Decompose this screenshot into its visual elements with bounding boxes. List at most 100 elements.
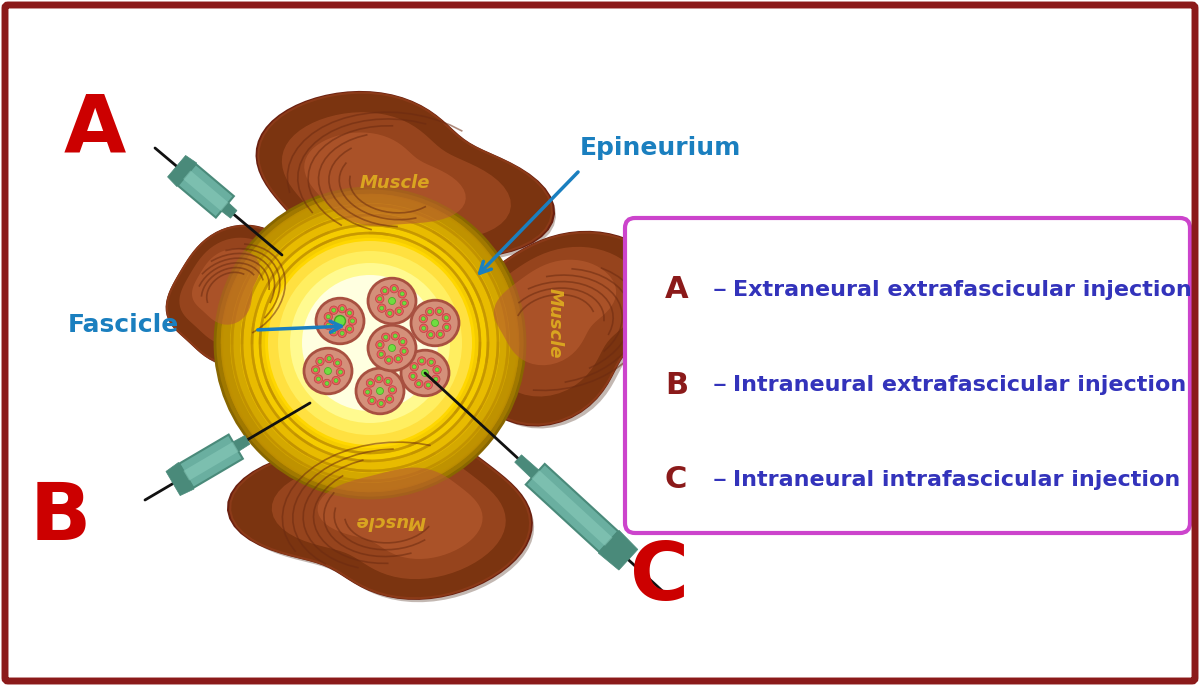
- Circle shape: [252, 225, 488, 461]
- Circle shape: [215, 188, 526, 498]
- Circle shape: [268, 241, 472, 445]
- Circle shape: [383, 289, 386, 293]
- Circle shape: [366, 390, 370, 394]
- Polygon shape: [272, 449, 505, 579]
- Circle shape: [377, 399, 385, 407]
- Ellipse shape: [368, 325, 416, 371]
- Circle shape: [348, 327, 352, 331]
- Circle shape: [376, 340, 384, 349]
- Circle shape: [432, 320, 438, 327]
- Circle shape: [350, 319, 354, 323]
- Circle shape: [278, 251, 462, 435]
- Circle shape: [436, 368, 439, 372]
- Circle shape: [367, 397, 376, 405]
- Polygon shape: [168, 156, 197, 187]
- Circle shape: [400, 299, 408, 307]
- Circle shape: [391, 332, 400, 340]
- Circle shape: [394, 355, 402, 363]
- Circle shape: [222, 195, 518, 491]
- Circle shape: [389, 298, 396, 305]
- Circle shape: [397, 309, 401, 314]
- Circle shape: [420, 359, 424, 363]
- Circle shape: [401, 292, 404, 296]
- Circle shape: [240, 213, 500, 473]
- Circle shape: [379, 352, 383, 356]
- Circle shape: [374, 375, 383, 383]
- Text: B: B: [665, 370, 688, 399]
- Polygon shape: [184, 442, 239, 481]
- Circle shape: [311, 366, 319, 374]
- Circle shape: [444, 316, 449, 320]
- Circle shape: [346, 325, 354, 333]
- Circle shape: [338, 329, 347, 338]
- Polygon shape: [179, 237, 276, 345]
- Circle shape: [400, 347, 408, 355]
- Circle shape: [432, 375, 440, 383]
- Circle shape: [378, 304, 386, 312]
- Text: –: –: [713, 466, 727, 494]
- Circle shape: [418, 357, 426, 365]
- Polygon shape: [446, 233, 670, 425]
- Polygon shape: [445, 230, 672, 427]
- Circle shape: [436, 307, 444, 316]
- Polygon shape: [526, 464, 618, 552]
- Circle shape: [338, 305, 347, 313]
- Circle shape: [336, 361, 340, 365]
- Circle shape: [330, 306, 338, 314]
- Circle shape: [398, 338, 407, 346]
- Ellipse shape: [304, 348, 352, 394]
- Circle shape: [427, 358, 436, 366]
- Circle shape: [384, 356, 392, 364]
- Circle shape: [421, 327, 426, 330]
- Circle shape: [384, 377, 392, 386]
- Circle shape: [437, 309, 442, 314]
- Circle shape: [410, 375, 415, 378]
- Text: C: C: [630, 539, 690, 617]
- Circle shape: [434, 377, 438, 381]
- Circle shape: [230, 203, 510, 483]
- Circle shape: [385, 309, 394, 318]
- Circle shape: [317, 377, 320, 381]
- Circle shape: [390, 388, 395, 392]
- Circle shape: [340, 307, 344, 311]
- Text: A: A: [64, 91, 126, 169]
- Circle shape: [386, 358, 391, 362]
- Circle shape: [430, 360, 433, 364]
- Circle shape: [389, 386, 397, 394]
- Circle shape: [445, 325, 449, 329]
- Circle shape: [443, 323, 451, 331]
- Circle shape: [326, 323, 330, 327]
- Circle shape: [313, 368, 318, 372]
- Text: Intraneural extrafascicular injection: Intraneural extrafascicular injection: [733, 375, 1187, 395]
- Circle shape: [442, 314, 450, 322]
- Text: Muscle: Muscle: [360, 174, 431, 192]
- Circle shape: [325, 355, 334, 363]
- FancyBboxPatch shape: [625, 218, 1190, 533]
- Polygon shape: [318, 468, 482, 559]
- Circle shape: [402, 349, 406, 353]
- Polygon shape: [170, 230, 294, 368]
- Circle shape: [426, 307, 434, 316]
- Circle shape: [379, 306, 384, 310]
- Circle shape: [433, 366, 442, 374]
- Circle shape: [346, 309, 354, 317]
- Circle shape: [330, 328, 338, 336]
- Polygon shape: [256, 91, 556, 263]
- Circle shape: [290, 263, 450, 423]
- Circle shape: [390, 285, 398, 293]
- Circle shape: [388, 311, 392, 316]
- Ellipse shape: [316, 298, 364, 344]
- Circle shape: [392, 287, 396, 291]
- Polygon shape: [494, 260, 616, 365]
- Circle shape: [378, 297, 382, 301]
- Circle shape: [388, 397, 391, 401]
- Circle shape: [377, 350, 385, 359]
- Circle shape: [348, 317, 356, 325]
- Circle shape: [336, 368, 344, 377]
- Ellipse shape: [368, 279, 416, 324]
- Polygon shape: [470, 247, 643, 397]
- Circle shape: [414, 379, 422, 388]
- Circle shape: [265, 238, 475, 448]
- Circle shape: [436, 330, 444, 338]
- Circle shape: [424, 381, 432, 389]
